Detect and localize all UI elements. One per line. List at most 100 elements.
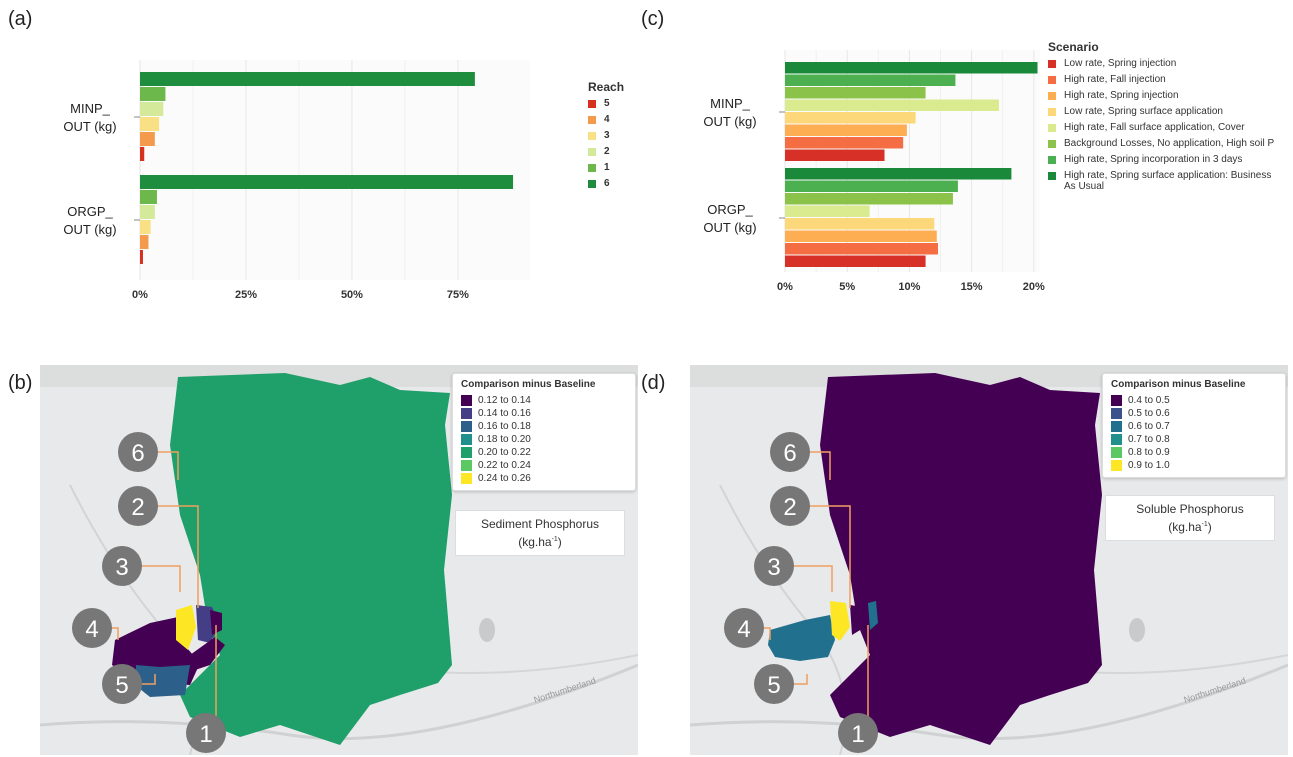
subbasin-3 [830, 601, 850, 641]
legend-label: 0.7 to 0.8 [1128, 434, 1170, 445]
legend-swatch [461, 460, 472, 471]
subbasin-4 [768, 615, 835, 661]
legend-item: 0.8 to 0.9 [1111, 446, 1277, 459]
legend-item: 5 [588, 98, 624, 114]
legend-item: High rate, Fall surface application, Cov… [1048, 122, 1283, 138]
x-tick-label: 75% [447, 289, 469, 301]
y-category-label: MINP_ [710, 96, 751, 111]
legend-swatch [1048, 172, 1056, 180]
x-tick-label: 15% [961, 281, 983, 293]
chart-c: 0% 5% 10% 15% 20% MINP_ OUT (kg) ORGP_ OUT (kg) … [680, 40, 1290, 320]
chart-a-svg: 0% 25% 50% 75% MINP_ OUT (kg) ORGP_ OUT (kg) [63, 60, 530, 301]
map-d-note: Soluble Phosphorus (kg.ha-1) [1105, 495, 1275, 541]
bar [785, 124, 907, 136]
bar [785, 243, 938, 255]
legend-label: 0.9 to 1.0 [1128, 460, 1170, 471]
map-b-note-line2: (kg.ha [518, 535, 552, 549]
legend-title: Comparison minus Baseline [461, 379, 596, 390]
map-d-note-line2: (kg.ha [1168, 520, 1202, 534]
bar [140, 72, 475, 86]
legend-item: High rate, Spring injection [1048, 90, 1283, 106]
legend-item: 6 [588, 178, 624, 194]
x-tick-label: 25% [235, 289, 257, 301]
legend-label: Low rate, Spring injection [1064, 58, 1177, 69]
legend-swatch [588, 116, 596, 124]
legend-label: High rate, Fall injection [1064, 74, 1166, 85]
legend-item: 2 [588, 146, 624, 162]
panel-label-d: (d) [641, 372, 666, 394]
legend-item: 0.9 to 1.0 [1111, 459, 1277, 472]
x-tick-label: 0% [132, 289, 148, 301]
legend-item: 0.7 to 0.8 [1111, 433, 1277, 446]
x-tick-label: 20% [1023, 281, 1045, 293]
x-tick-label: 10% [898, 281, 920, 293]
legend-swatch [1111, 447, 1122, 458]
watershed-main [820, 373, 1102, 745]
y-category-label: ORGP_ [67, 204, 113, 219]
map-b-legend: Comparison minus Baseline 0.12 to 0.14 0.… [452, 373, 636, 491]
legend-label: 0.6 to 0.7 [1128, 421, 1170, 432]
bar [140, 235, 149, 249]
legend-label: 4 [604, 114, 610, 125]
bar [785, 218, 935, 230]
map-d-note-sup: -1 [1201, 521, 1208, 528]
legend-item: 0.24 to 0.26 [461, 472, 627, 485]
panel-label-a: (a) [8, 8, 33, 30]
legend-swatch [461, 408, 472, 419]
panel-label-c: (c) [641, 8, 665, 30]
legend-label: Background Losses, No application, High … [1064, 138, 1275, 149]
legend-label: 1 [604, 162, 610, 173]
bar [140, 190, 157, 204]
legend-label: 0.4 to 0.5 [1128, 395, 1170, 406]
bar [785, 168, 1012, 180]
map-pond [479, 618, 495, 642]
legend-label: 0.18 to 0.20 [478, 434, 531, 445]
legend-item: 0.18 to 0.20 [461, 433, 627, 446]
legend-label: High rate, Spring incorporation in 3 day… [1064, 154, 1243, 165]
bar [140, 132, 155, 146]
chart-a-legend: Reach 5 4 3 2 1 6 [588, 80, 624, 194]
map-d-note-close: ) [1207, 520, 1212, 534]
legend-item: 3 [588, 130, 624, 146]
legend-swatch [1048, 60, 1056, 68]
chart-c-legend: Scenario Low rate, Spring injection High r… [1048, 40, 1283, 192]
x-tick-label: 0% [777, 281, 793, 293]
bar [785, 149, 885, 161]
legend-label: 3 [604, 130, 610, 141]
legend-swatch [1048, 92, 1056, 100]
y-category-label: OUT (kg) [703, 114, 756, 129]
legend-label: 0.14 to 0.16 [478, 408, 531, 419]
legend-item: High rate, Spring incorporation in 3 day… [1048, 154, 1283, 170]
legend-label: 0.12 to 0.14 [478, 395, 531, 406]
bar [140, 220, 151, 234]
legend-swatch [1048, 76, 1056, 84]
watershed-main [170, 373, 452, 745]
legend-label: 5 [604, 98, 610, 109]
y-category-label: OUT (kg) [703, 220, 756, 235]
legend-label: 0.20 to 0.22 [478, 447, 531, 458]
legend-swatch [588, 180, 596, 188]
map-d-note-line1: Soluble Phosphorus [1136, 502, 1244, 516]
map-b-note-sup: -1 [551, 536, 558, 543]
map-b: Northumberland Comparison minus Baseline… [40, 365, 638, 755]
plot-area [140, 60, 530, 280]
legend-label: 2 [604, 146, 610, 157]
legend-swatch [461, 473, 472, 484]
subbasin-3 [176, 605, 196, 650]
bar [140, 102, 164, 116]
bar [140, 205, 155, 219]
legend-item: 0.20 to 0.22 [461, 446, 627, 459]
bar [140, 117, 160, 131]
bar [785, 193, 953, 205]
legend-swatch [588, 148, 596, 156]
bar [785, 137, 904, 149]
legend-swatch [1111, 421, 1122, 432]
legend-item: Low rate, Spring injection [1048, 58, 1283, 74]
map-pond [1129, 618, 1145, 642]
x-tick-label: 50% [341, 289, 363, 301]
bar [140, 147, 145, 161]
legend-item: Low rate, Spring surface application [1048, 106, 1283, 122]
y-category-label: OUT (kg) [63, 222, 116, 237]
bar [785, 255, 926, 267]
legend-item: 0.12 to 0.14 [461, 394, 627, 407]
